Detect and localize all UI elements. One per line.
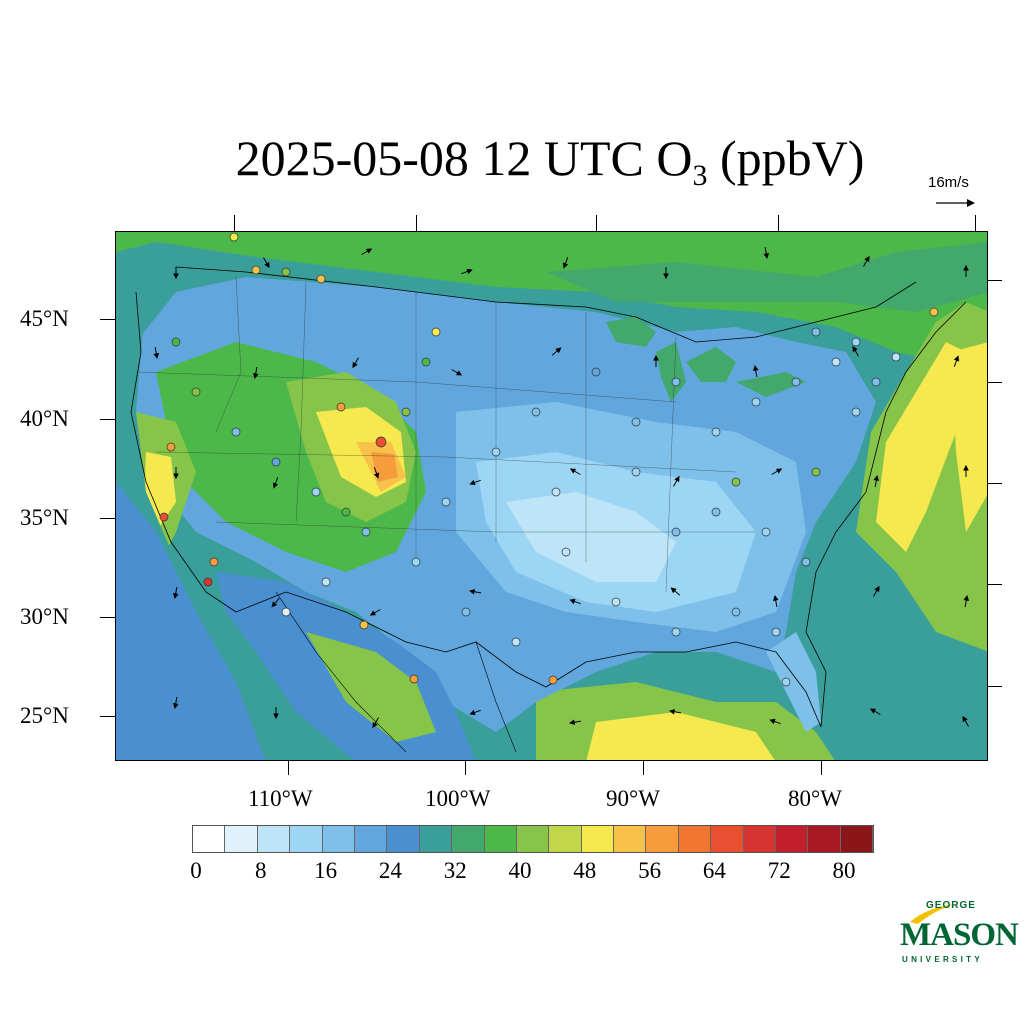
colorbar-swatch (257, 826, 291, 852)
top-tick (416, 215, 417, 231)
lat-label: 45°N (20, 306, 69, 331)
colorbar-swatch (193, 826, 226, 852)
title-units: (ppbV) (707, 130, 865, 186)
colorbar-label: 40 (508, 858, 532, 883)
colorbar-swatch (484, 826, 517, 852)
right-tick (988, 280, 1002, 281)
colorbar-swatch (419, 826, 453, 852)
reference-vector-arrow (936, 199, 975, 207)
colorbar-label: 24 (378, 858, 402, 883)
logo-line2: MASON (900, 917, 1019, 953)
bottom-tick (643, 761, 644, 775)
colorbar-label: 16 (314, 858, 338, 883)
right-tick (988, 382, 1002, 383)
colorbar-swatch (354, 826, 388, 852)
colorbar-label: 64 (702, 858, 726, 883)
lon-label: 90°W (606, 786, 660, 811)
colorbar-swatch (225, 826, 258, 852)
right-tick (988, 686, 1002, 687)
logo-swoosh-icon (910, 904, 954, 924)
left-tick (100, 419, 115, 420)
top-tick (596, 215, 597, 231)
lat-label: 30°N (20, 604, 69, 629)
left-tick (100, 716, 115, 717)
colorbar-swatch (516, 826, 550, 852)
lat-label: 35°N (20, 505, 69, 530)
colorbar-swatch (776, 826, 809, 852)
colorbar-swatch (290, 826, 323, 852)
colorbar-swatch (614, 826, 647, 852)
right-tick (988, 584, 1002, 585)
map-title: 2025-05-08 12 UTC O3 (ppbV) (0, 128, 1024, 191)
wind-vectors (153, 246, 970, 729)
colorbar-label: 72 (767, 858, 791, 883)
george-mason-logo: GEORGE MASON UNIVERSITY (900, 900, 1019, 970)
colorbar-label: 48 (573, 858, 597, 883)
colorbar (192, 825, 875, 853)
top-tick (234, 215, 235, 231)
colorbar-label: 0 (190, 858, 202, 883)
colorbar-swatch (840, 826, 874, 852)
lon-label: 80°W (788, 786, 842, 811)
bottom-tick (821, 761, 822, 775)
bottom-tick (288, 761, 289, 775)
colorbar-swatch (646, 826, 679, 852)
colorbar-swatch (452, 826, 485, 852)
left-tick (100, 617, 115, 618)
left-tick (100, 319, 115, 320)
colorbar-swatch (678, 826, 712, 852)
lat-label: 40°N (20, 406, 69, 431)
lon-label: 110°W (248, 786, 313, 811)
logo-line3: UNIVERSITY (902, 955, 984, 964)
colorbar-swatch (743, 826, 777, 852)
logo-line1: GEORGE (926, 900, 976, 911)
lon-label: 100°W (425, 786, 491, 811)
colorbar-swatch (808, 826, 841, 852)
colorbar-swatch (581, 826, 615, 852)
colorbar-swatch (711, 826, 744, 852)
colorbar-swatch (549, 826, 582, 852)
colorbar-swatch (322, 826, 355, 852)
colorbar-label: 32 (443, 858, 467, 883)
bottom-tick (465, 761, 466, 775)
colorbar-swatch (387, 826, 420, 852)
ozone-map (115, 231, 988, 761)
ozone-field (116, 232, 987, 760)
lat-label: 25°N (20, 703, 69, 728)
right-tick (988, 483, 1002, 484)
colorbar-label: 8 (255, 858, 267, 883)
title-subscript: 3 (692, 159, 708, 192)
colorbar-label: 80 (832, 858, 856, 883)
station-markers (159, 232, 939, 687)
top-tick (778, 215, 779, 231)
title-text: 2025-05-08 12 UTC O (235, 130, 693, 186)
reference-vector-label: 16m/s (928, 174, 969, 191)
colorbar-label: 56 (638, 858, 662, 883)
left-tick (100, 518, 115, 519)
top-tick (975, 215, 976, 231)
